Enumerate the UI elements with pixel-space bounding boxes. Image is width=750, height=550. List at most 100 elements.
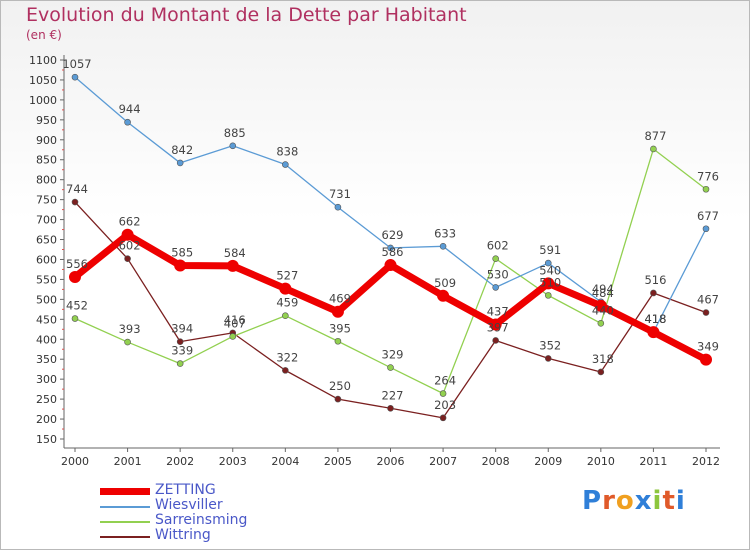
data-point-zetting <box>226 259 239 272</box>
data-label-wittring: 744 <box>66 182 88 196</box>
data-label-wiesviller: 838 <box>276 145 298 159</box>
data-label-wittring: 394 <box>171 322 193 336</box>
y-tick-label: 650 <box>36 234 57 247</box>
data-label-sarreinsming: 877 <box>644 129 666 143</box>
data-point-wiesviller <box>282 161 289 168</box>
data-label-zetting: 509 <box>434 276 456 290</box>
data-point-wittring <box>124 255 131 262</box>
legend-swatch <box>100 488 150 495</box>
data-label-zetting: 584 <box>224 246 246 260</box>
x-tick-label: 2009 <box>534 455 562 468</box>
data-label-zetting: 418 <box>644 312 666 326</box>
data-point-zetting <box>594 299 607 312</box>
data-label-wittring: 322 <box>276 350 298 364</box>
data-point-zetting <box>69 271 81 284</box>
data-point-zetting <box>384 259 397 272</box>
y-tick-label: 800 <box>36 174 57 187</box>
data-label-wiesviller: 944 <box>119 102 141 116</box>
x-tick-label: 2005 <box>324 455 352 468</box>
data-label-wiesviller: 731 <box>329 187 351 201</box>
data-label-sarreinsming: 393 <box>119 322 141 336</box>
data-point-wiesviller <box>439 243 447 250</box>
data-point-wiesviller <box>492 284 499 291</box>
data-label-wittring: 416 <box>224 313 246 327</box>
data-label-wiesviller: 494 <box>592 282 614 296</box>
y-tick-label: 700 <box>36 214 57 227</box>
data-point-sarreinsming <box>124 338 131 346</box>
data-point-sarreinsming <box>282 312 289 320</box>
y-tick-label: 450 <box>36 313 57 326</box>
x-tick-label: 2006 <box>377 455 405 468</box>
y-tick-label: 900 <box>36 134 57 147</box>
data-point-wiesviller <box>229 142 237 150</box>
data-label-wittring: 467 <box>697 293 719 307</box>
data-point-wiesviller <box>702 225 710 233</box>
data-point-wiesviller <box>176 159 184 167</box>
data-point-wittring <box>597 368 605 376</box>
data-point-sarreinsming <box>229 333 237 340</box>
data-label-wittring: 602 <box>119 239 141 253</box>
y-tick-label: 750 <box>36 194 57 207</box>
data-point-sarreinsming <box>650 145 657 153</box>
data-label-zetting: 349 <box>697 340 719 354</box>
data-point-wittring <box>334 395 342 403</box>
data-label-sarreinsming: 264 <box>434 374 456 388</box>
y-tick-label: 200 <box>36 413 57 426</box>
data-point-wittring <box>544 355 552 362</box>
chart-title: Evolution du Montant de la Dette par Hab… <box>26 4 467 26</box>
y-tick-label: 150 <box>36 433 57 446</box>
data-label-wiesviller: 629 <box>382 228 404 242</box>
data-point-wittring <box>282 367 289 374</box>
x-tick-label: 2001 <box>114 455 142 468</box>
data-point-wiesviller <box>71 73 79 81</box>
data-point-wittring <box>702 309 710 316</box>
legend-label: Sarreinsming <box>155 512 248 528</box>
data-point-sarreinsming <box>71 315 79 322</box>
legend-label: Wiesviller <box>155 497 223 513</box>
data-point-zetting <box>279 282 292 295</box>
y-tick-label: 850 <box>36 154 57 167</box>
data-label-sarreinsming: 602 <box>487 239 509 253</box>
x-tick-label: 2007 <box>429 455 457 468</box>
x-tick-label: 2008 <box>482 455 510 468</box>
data-label-sarreinsming: 395 <box>329 321 351 335</box>
data-point-zetting <box>489 318 502 331</box>
y-tick-label: 400 <box>36 333 57 346</box>
data-point-sarreinsming <box>597 320 605 327</box>
x-tick-label: 2010 <box>587 455 615 468</box>
legend-swatch <box>100 521 150 523</box>
data-label-wittring: 397 <box>487 320 509 334</box>
data-label-sarreinsming: 339 <box>171 344 193 358</box>
data-label-wittring: 203 <box>434 398 456 412</box>
data-point-zetting <box>121 228 134 241</box>
data-point-zetting <box>331 305 344 318</box>
data-label-wiesviller: 591 <box>539 243 561 257</box>
data-point-sarreinsming <box>387 364 394 371</box>
data-point-zetting <box>437 289 450 302</box>
legend-label: Wittring <box>155 527 211 543</box>
data-label-wiesviller: 1057 <box>62 57 91 71</box>
data-label-sarreinsming: 440 <box>592 303 614 317</box>
data-label-wittring: 250 <box>329 379 351 393</box>
data-point-zetting <box>174 259 187 272</box>
data-point-sarreinsming <box>439 390 447 397</box>
data-label-sarreinsming: 776 <box>697 169 719 183</box>
data-label-zetting: 540 <box>539 263 561 277</box>
y-tick-label: 550 <box>36 273 57 286</box>
data-label-zetting: 662 <box>119 215 141 229</box>
y-tick-label: 1050 <box>29 74 57 87</box>
data-point-wiesviller <box>544 259 552 267</box>
data-label-wiesviller: 530 <box>487 267 509 281</box>
data-label-wiesviller: 677 <box>697 209 719 223</box>
data-label-zetting: 585 <box>171 245 193 259</box>
data-label-wiesviller: 418 <box>644 312 666 326</box>
data-label-wittring: 516 <box>644 273 666 287</box>
data-label-zetting: 484 <box>592 286 614 300</box>
data-point-wittring <box>492 337 499 344</box>
legend-label: ZETTING <box>155 482 216 498</box>
data-label-wiesviller: 633 <box>434 226 456 240</box>
y-tick-label: 950 <box>36 114 57 127</box>
data-point-sarreinsming <box>176 360 184 367</box>
data-point-zetting <box>700 353 712 366</box>
data-label-wittring: 227 <box>382 388 404 402</box>
